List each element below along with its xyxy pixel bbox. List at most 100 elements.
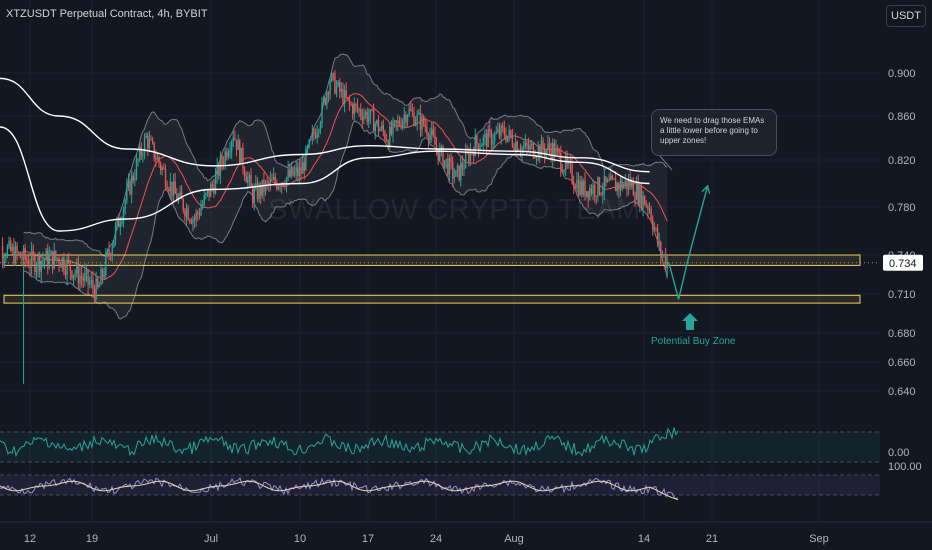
zone-support [3, 294, 861, 304]
candle-body [193, 218, 196, 220]
candle-body [166, 186, 168, 190]
candle-body [321, 101, 323, 124]
candle-body [180, 191, 183, 200]
candle-body [47, 250, 49, 268]
candle-body [526, 142, 528, 147]
candle-body [600, 193, 602, 195]
up-arrow-shape [682, 313, 698, 330]
ind2-signal [0, 480, 679, 501]
candle-body [113, 240, 115, 248]
candle-body [411, 110, 414, 113]
candle-body [9, 240, 12, 251]
candle-body [280, 182, 283, 188]
candle-body [395, 120, 397, 124]
candle-body [476, 135, 478, 144]
candle-body [135, 159, 138, 178]
candle-body [148, 139, 151, 149]
candle-body [547, 143, 549, 150]
candle-body [253, 188, 255, 204]
candle-body [137, 159, 139, 161]
candle-body [292, 166, 294, 176]
candle-body [1, 246, 4, 259]
candle-body [456, 165, 459, 171]
price-tick-label: 0.680 [888, 328, 916, 340]
currency-button[interactable]: USDT [886, 5, 926, 27]
candle-body [552, 143, 554, 159]
candle-body [326, 92, 328, 105]
candle-body [645, 205, 647, 207]
candle-body [521, 147, 523, 153]
current-price-label: 0.734 [889, 258, 917, 270]
candle-body [18, 252, 20, 254]
candle-body [124, 200, 126, 209]
price-tick-label: 0.780 [888, 202, 916, 214]
candle-body [205, 193, 207, 196]
watermark: SWALLOW CRYPTO TEAM [268, 194, 641, 226]
candle-body [555, 147, 557, 157]
candle-body [318, 130, 320, 133]
time-tick-label: 21 [706, 533, 718, 545]
candle-body [161, 167, 163, 170]
candle-body [618, 183, 620, 190]
candle-body [598, 177, 601, 194]
callout-note: We need to drag those EMAs a little lowe… [651, 109, 777, 156]
candle-body [306, 147, 309, 149]
candle-body [235, 139, 238, 150]
candle-body [532, 143, 535, 158]
symbol-title: XTZUSDT Perpetual Contract, 4h, BYBIT [6, 8, 208, 20]
candle-body [556, 147, 559, 150]
candle-body [319, 123, 322, 131]
candle-body [201, 204, 204, 208]
candle-body [358, 109, 360, 111]
candle-body [611, 175, 614, 179]
candle-body [553, 143, 556, 157]
candle-body [324, 98, 326, 105]
candle-body [460, 163, 462, 181]
candle-body [464, 151, 467, 168]
candle-body [335, 85, 338, 94]
candle-body [568, 162, 570, 164]
candle-body [582, 180, 585, 195]
projection-arrowhead [701, 184, 711, 194]
candle-body [45, 250, 47, 261]
candle-body [30, 250, 33, 267]
indicator-pane-2: 100.00 [0, 461, 922, 501]
candle-body [634, 195, 636, 200]
buy-zone-label: Potential Buy Zone [651, 336, 736, 347]
candle-body [51, 251, 54, 269]
candle-body [566, 156, 568, 164]
candle-body [63, 257, 65, 271]
candle-body [469, 150, 472, 162]
candle-body [603, 176, 606, 192]
candle-body [332, 73, 335, 75]
candle-body [100, 269, 102, 286]
candle-body [498, 129, 501, 137]
candle-body [171, 181, 173, 196]
candle-body [647, 205, 649, 210]
candle-body [493, 133, 496, 142]
candle-body [437, 149, 439, 160]
candle-body [50, 251, 52, 256]
projection-path [659, 155, 711, 300]
candle-body [322, 98, 325, 102]
candle-body [242, 147, 244, 169]
candle-body [143, 137, 146, 155]
candle-body [337, 81, 339, 86]
band-basis [23, 93, 668, 280]
candle-body [153, 142, 155, 159]
candle-body [301, 162, 304, 174]
candle-body [130, 175, 133, 195]
candle-body [218, 164, 220, 177]
candle-body [209, 184, 212, 197]
candle-body [585, 191, 588, 197]
candle-body [145, 135, 147, 138]
candle-body [543, 149, 546, 156]
candle-body [385, 139, 388, 141]
candle-body [390, 126, 393, 134]
candle-body [406, 115, 409, 123]
candle-body [132, 175, 134, 181]
candle-body [85, 270, 88, 274]
candle-body [663, 254, 665, 256]
candle-body [450, 157, 452, 162]
